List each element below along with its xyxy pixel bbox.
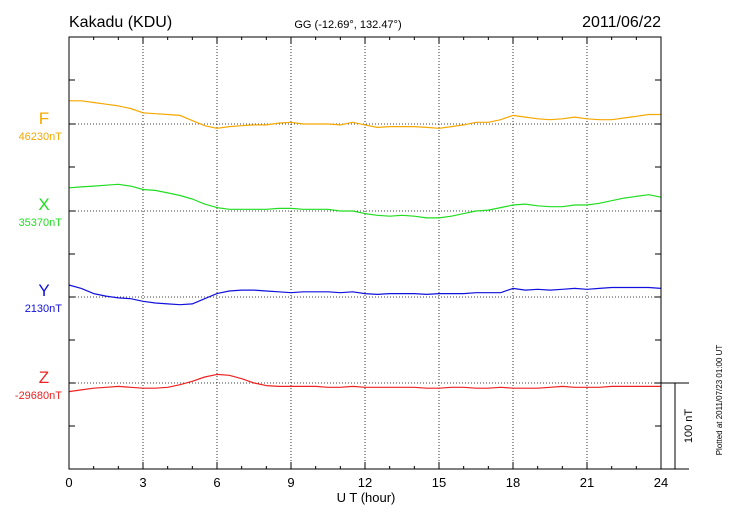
trace-x xyxy=(68,183,662,219)
plot-date: 2011/06/22 xyxy=(582,14,661,31)
x-tick-label: 12 xyxy=(358,475,372,490)
component-label-z: Z xyxy=(39,368,49,387)
x-tick-label: 9 xyxy=(287,475,294,490)
component-label-x: X xyxy=(38,195,49,214)
data-traces xyxy=(68,100,662,393)
axis-ticks xyxy=(68,36,662,470)
scale-bar-label: 100 nT xyxy=(683,409,695,444)
station-coordinates: GG (-12.69°, 132.47°) xyxy=(294,19,401,31)
component-label-f: F xyxy=(39,109,49,128)
component-labels: F 46230nT X 35370nT Y 2130nT Z -29680nT xyxy=(15,109,62,402)
x-tick-label: 0 xyxy=(65,475,72,490)
x-tick-label: 21 xyxy=(580,475,594,490)
x-tick-label: 24 xyxy=(654,475,668,490)
x-tick-label: 3 xyxy=(139,475,146,490)
baseline-value-x: 35370nT xyxy=(19,217,63,229)
x-tick-label: 6 xyxy=(213,475,220,490)
x-axis-title: U T (hour) xyxy=(337,490,396,505)
scale-bar: 100 nT xyxy=(661,382,695,470)
x-tick-labels: 0 3 6 9 12 15 18 21 24 xyxy=(65,475,668,490)
component-label-y: Y xyxy=(38,281,49,300)
baseline-value-y: 2130nT xyxy=(25,303,63,315)
x-tick-label: 15 xyxy=(432,475,446,490)
trace-z xyxy=(68,373,661,393)
baseline-value-z: -29680nT xyxy=(15,390,62,402)
plotted-timestamp: Plotted at 2011/07/23 01:00 UT xyxy=(715,345,724,456)
baseline-value-f: 46230nT xyxy=(19,131,63,143)
x-tick-label: 18 xyxy=(506,475,520,490)
trace-f xyxy=(69,100,661,129)
station-title: Kakadu (KDU) xyxy=(69,14,172,31)
grid-lines xyxy=(142,37,588,469)
trace-y xyxy=(68,284,662,306)
